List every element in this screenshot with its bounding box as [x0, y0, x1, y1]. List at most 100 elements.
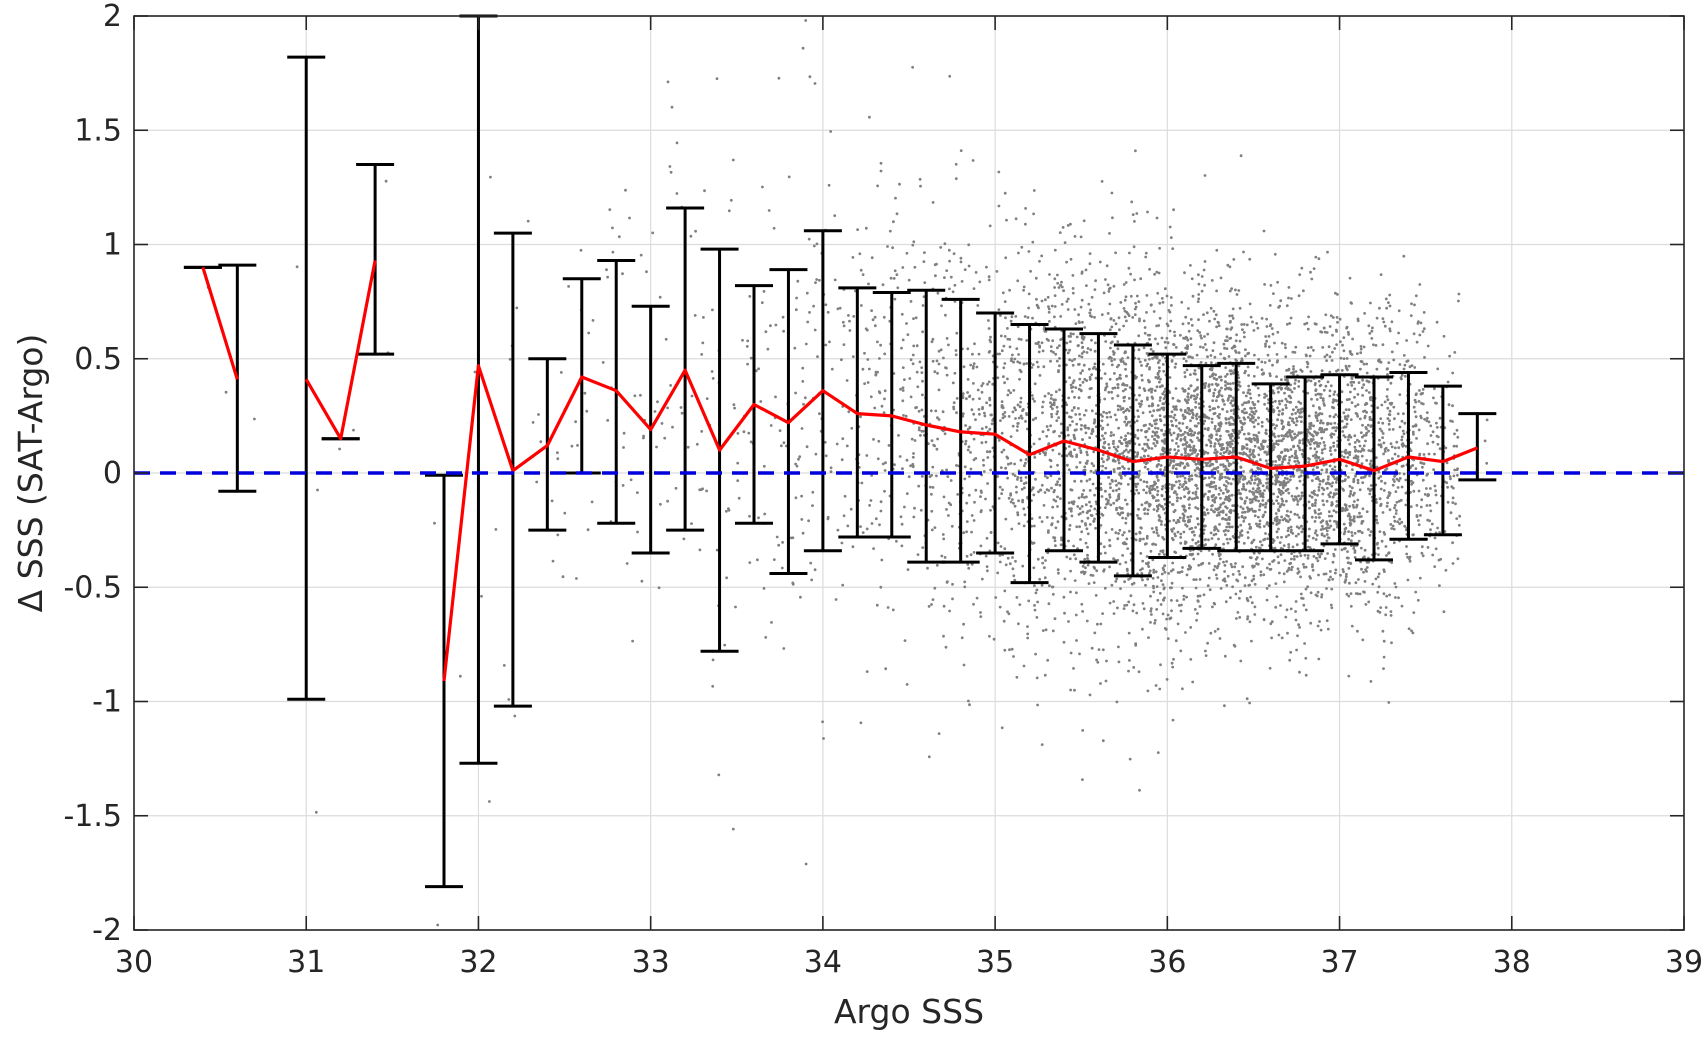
scatter-point — [1069, 509, 1073, 513]
scatter-point — [1093, 288, 1097, 291]
scatter-point — [1125, 444, 1128, 448]
scatter-point — [1190, 440, 1194, 444]
scatter-point — [1222, 451, 1226, 455]
scatter-point — [1299, 592, 1303, 596]
scatter-point — [1170, 359, 1174, 363]
scatter-point — [1080, 530, 1084, 534]
scatter-point — [1106, 312, 1110, 315]
scatter-point — [1237, 351, 1241, 355]
scatter-point — [936, 416, 939, 420]
scatter-point — [1248, 556, 1252, 559]
scatter-point — [863, 382, 866, 385]
scatter-point — [953, 371, 957, 375]
scatter-point — [338, 447, 341, 451]
scatter-point — [1114, 322, 1118, 326]
scatter-point — [1054, 526, 1058, 530]
scatter-point — [803, 396, 807, 400]
scatter-point — [1156, 372, 1160, 376]
scatter-point — [1103, 397, 1107, 401]
scatter-point — [1155, 474, 1159, 478]
scatter-point — [1072, 332, 1075, 336]
scatter-point — [1230, 434, 1234, 438]
scatter-point — [867, 367, 871, 371]
scatter-point — [1041, 405, 1044, 409]
scatter-point — [1216, 470, 1220, 473]
scatter-point — [1094, 412, 1098, 415]
scatter-point — [1254, 478, 1257, 482]
scatter-point — [963, 465, 967, 469]
scatter-point — [1179, 429, 1182, 433]
scatter-point — [1038, 259, 1041, 263]
scatter-point — [1113, 386, 1117, 390]
scatter-point — [1238, 477, 1242, 480]
scatter-point — [1264, 344, 1267, 348]
scatter-point — [1073, 688, 1076, 692]
scatter-point — [1189, 396, 1193, 399]
scatter-point — [1245, 411, 1248, 415]
scatter-point — [1278, 409, 1281, 413]
scatter-point — [813, 328, 817, 332]
scatter-point — [1131, 609, 1135, 613]
scatter-point — [848, 329, 852, 332]
scatter-point — [942, 537, 946, 541]
scatter-point — [1349, 604, 1353, 608]
scatter-point — [955, 411, 958, 415]
scatter-point — [1231, 585, 1234, 589]
scatter-point — [1283, 449, 1287, 452]
scatter-point — [551, 559, 555, 563]
scatter-point — [1123, 362, 1126, 365]
scatter-point — [1031, 541, 1035, 545]
scatter-point — [1134, 538, 1138, 542]
scatter-point — [1197, 318, 1200, 321]
scatter-point — [1063, 577, 1067, 581]
scatter-point — [1203, 260, 1207, 263]
scatter-point — [1122, 324, 1125, 328]
scatter-point — [1065, 300, 1069, 303]
scatter-point — [1354, 474, 1357, 478]
scatter-point — [1284, 403, 1288, 407]
scatter-point — [1314, 441, 1317, 444]
scatter-point — [1261, 484, 1265, 488]
scatter-point — [1160, 406, 1164, 410]
scatter-point — [1045, 516, 1049, 519]
scatter-point — [1155, 528, 1159, 532]
scatter-point — [954, 177, 958, 181]
scatter-point — [1345, 464, 1348, 468]
scatter-point — [1139, 568, 1142, 572]
scatter-point — [863, 351, 866, 355]
scatter-point — [1226, 541, 1230, 545]
scatter-point — [971, 159, 975, 162]
scatter-point — [1094, 341, 1097, 345]
scatter-point — [964, 424, 967, 427]
scatter-point — [1307, 315, 1310, 319]
scatter-point — [1294, 370, 1298, 373]
scatter-point — [1068, 358, 1072, 362]
scatter-point — [1127, 669, 1130, 673]
scatter-point — [1139, 552, 1143, 555]
scatter-point — [841, 583, 845, 587]
scatter-point — [1177, 479, 1181, 483]
scatter-point — [1018, 361, 1022, 365]
scatter-point — [945, 269, 949, 272]
scatter-point — [888, 229, 892, 233]
scatter-point — [1276, 443, 1280, 446]
scatter-point — [1073, 235, 1077, 238]
scatter-point — [1001, 406, 1005, 410]
scatter-point — [1290, 412, 1294, 416]
scatter-point — [893, 297, 897, 301]
scatter-point — [1205, 348, 1208, 352]
scatter-point — [1297, 461, 1301, 464]
scatter-point — [1079, 538, 1082, 541]
scatter-point — [537, 413, 540, 416]
scatter-point — [1075, 335, 1079, 339]
scatter-point — [1131, 213, 1135, 217]
scatter-point — [1179, 609, 1183, 613]
scatter-point — [1217, 511, 1221, 515]
scatter-point — [1204, 649, 1207, 653]
scatter-point — [934, 409, 938, 413]
scatter-point — [1249, 453, 1252, 457]
scatter-point — [1121, 516, 1124, 520]
scatter-point — [1278, 463, 1282, 467]
scatter-point — [1306, 585, 1309, 589]
scatter-point — [1101, 464, 1104, 468]
